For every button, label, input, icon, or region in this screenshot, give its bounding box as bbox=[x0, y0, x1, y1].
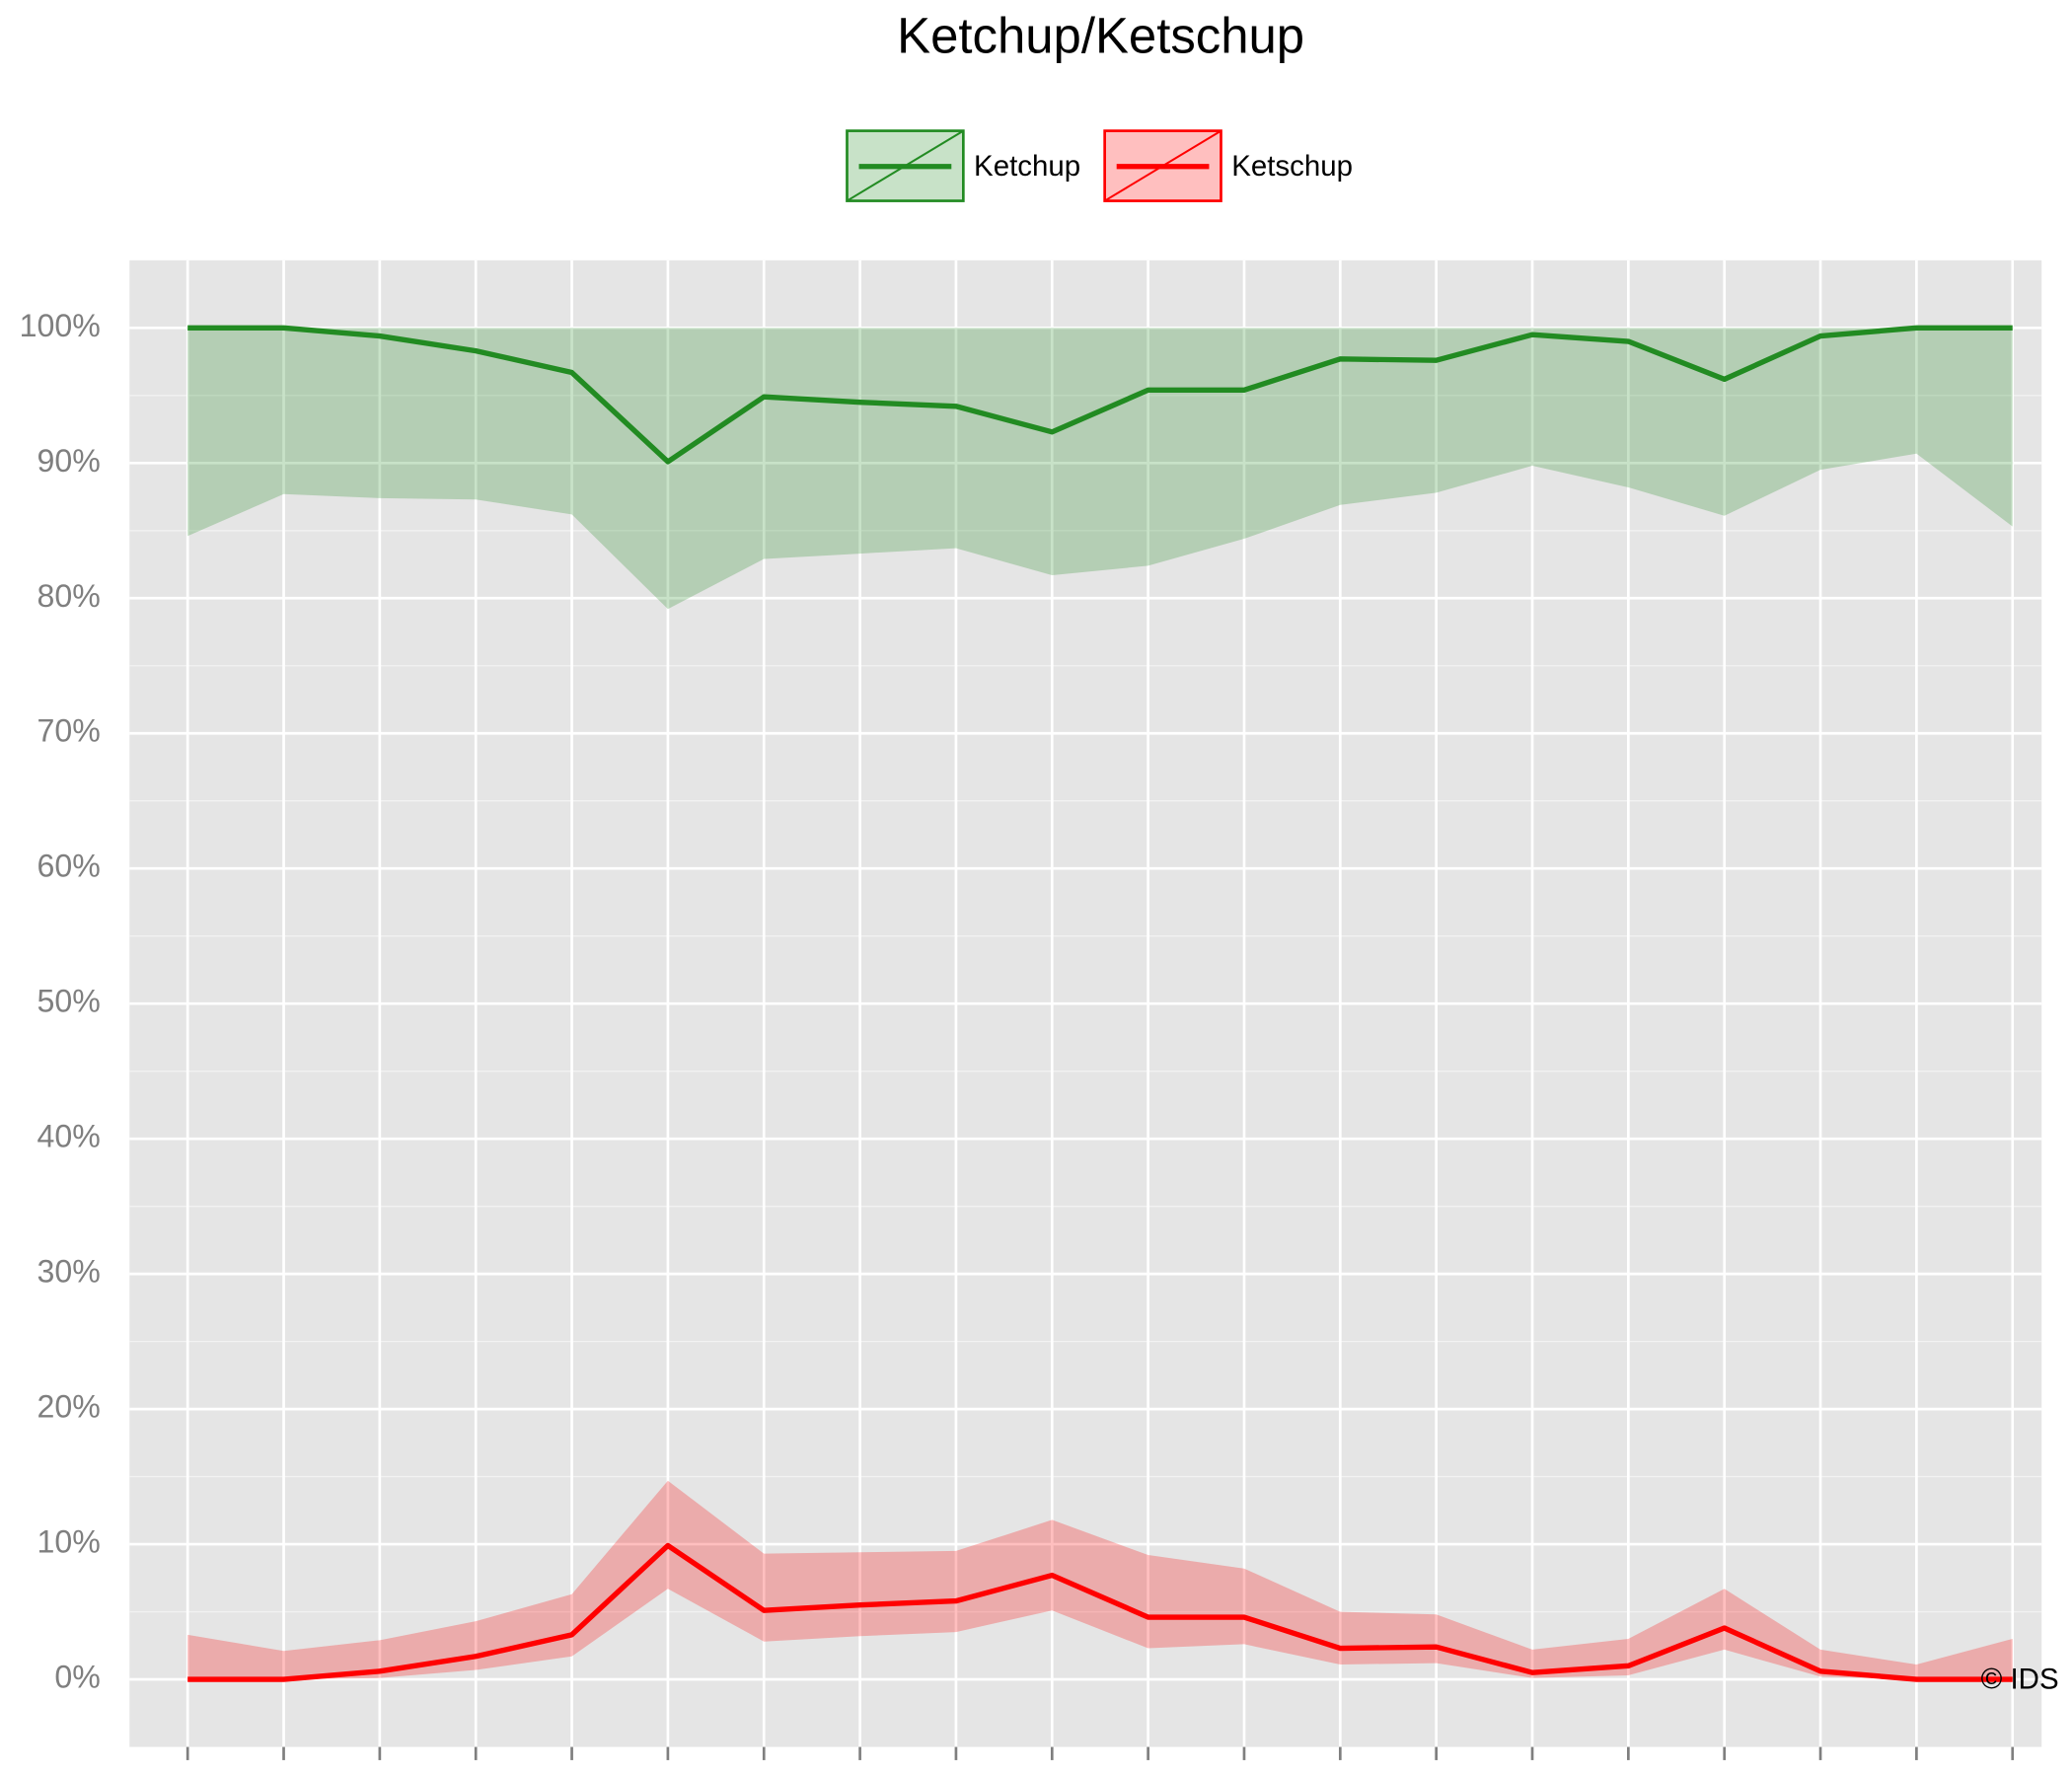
annotation: © IDS bbox=[1981, 1663, 2059, 1695]
confidence-band bbox=[187, 1480, 2013, 1680]
y-tick-label: 50% bbox=[37, 984, 100, 1019]
legend-label: Ketschup bbox=[1231, 150, 1353, 183]
y-tick-label: 20% bbox=[37, 1389, 100, 1425]
chart-title: Ketchup/Ketschup bbox=[897, 8, 1304, 64]
y-tick-label: 0% bbox=[54, 1660, 100, 1695]
line bbox=[187, 1542, 2013, 1682]
confidence-band bbox=[187, 328, 2013, 610]
y-tick-label: 30% bbox=[37, 1254, 100, 1290]
y-tick-label: 80% bbox=[37, 578, 100, 614]
marks bbox=[187, 325, 2013, 1682]
legend-label: Ketchup bbox=[974, 150, 1080, 183]
y-tick-label: 90% bbox=[37, 443, 100, 479]
legend: Ketchup Ketschup bbox=[846, 129, 1353, 202]
line bbox=[187, 325, 2013, 465]
y-tick-label: 70% bbox=[37, 713, 100, 749]
y-tick-label: 100% bbox=[20, 308, 101, 343]
y-tick-label: 40% bbox=[37, 1119, 100, 1154]
y-tick-label: 60% bbox=[37, 849, 100, 884]
y-tick-label: 10% bbox=[37, 1524, 100, 1560]
grid: 0% 10% 20% 30% 40% 50% 60% 70% 80% 90% 100% bbox=[20, 259, 2042, 1760]
